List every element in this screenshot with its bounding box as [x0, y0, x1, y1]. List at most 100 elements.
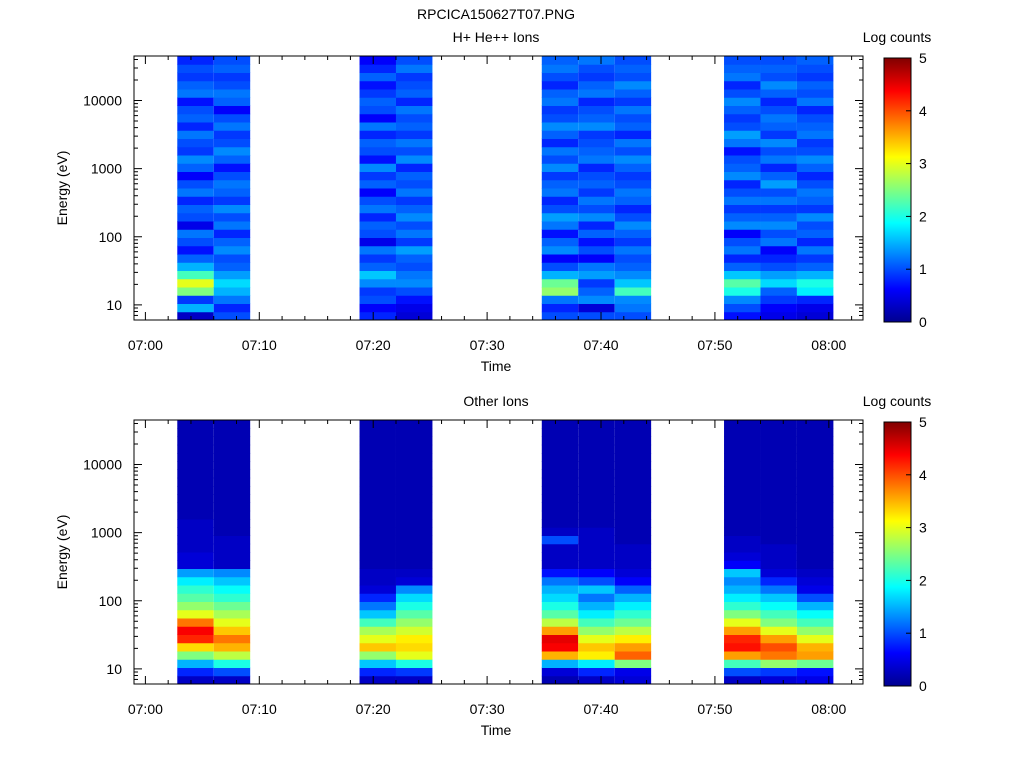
heatmap-cell	[541, 568, 579, 578]
heatmap-cell	[760, 494, 797, 503]
heatmap-cell	[614, 130, 652, 139]
heatmap-cell	[796, 436, 834, 446]
heatmap-cell	[760, 444, 797, 454]
heatmap-cell	[724, 80, 761, 90]
heatmap-cell	[177, 593, 214, 602]
heatmap-cell	[760, 196, 797, 205]
heatmap-cell	[359, 552, 396, 561]
heatmap-cell	[760, 651, 797, 660]
heatmap-cell	[614, 609, 652, 619]
heatmap-cell	[213, 254, 251, 263]
heatmap-cell	[760, 543, 797, 553]
heatmap-cell	[213, 72, 251, 82]
heatmap-cell	[395, 477, 433, 487]
heatmap-cell	[213, 634, 251, 644]
heatmap-cell	[541, 477, 579, 487]
heatmap-cell	[724, 56, 761, 65]
heatmap-cell	[359, 237, 396, 247]
heatmap-cell	[796, 543, 834, 553]
y-axis-label: Energy (eV)	[54, 515, 70, 590]
heatmap-cell	[578, 626, 615, 635]
heatmap-cell	[578, 229, 615, 238]
heatmap-cell	[541, 659, 579, 668]
heatmap-cell	[541, 105, 579, 115]
heatmap-cell	[213, 146, 251, 156]
heatmap-cell	[213, 196, 251, 205]
heatmap-cell	[796, 171, 834, 181]
heatmap-cell	[359, 72, 396, 82]
heatmap-cell	[614, 254, 652, 263]
heatmap-cell	[578, 179, 615, 189]
heatmap-cell	[760, 576, 797, 586]
heatmap-cell	[213, 543, 251, 553]
heatmap-cell	[213, 179, 251, 189]
heatmap-cell	[541, 122, 579, 131]
heatmap-cell	[724, 113, 761, 123]
heatmap-cell	[724, 196, 761, 205]
heatmap-cell	[395, 618, 433, 627]
heatmap-cell	[578, 262, 615, 271]
heatmap-cell	[578, 486, 615, 495]
heatmap-cell	[614, 642, 652, 652]
heatmap-cell	[760, 254, 797, 263]
heatmap-cell	[760, 311, 797, 321]
heatmap-cell	[395, 428, 433, 437]
heatmap-cell	[213, 560, 251, 569]
heatmap-cell	[541, 626, 579, 635]
heatmap-cell	[760, 97, 797, 106]
colorbar-ticks: 0 1 2 3 4 5	[906, 414, 927, 694]
x-tick-label: 07:10	[242, 701, 277, 717]
heatmap-cell	[177, 469, 214, 479]
heatmap-cell	[724, 609, 761, 619]
heatmap-cell	[177, 494, 214, 503]
panel-h-he-ions: H+ He++ Ions Log counts 07:00 07:10 07:20 0…	[54, 29, 931, 374]
heatmap-cell	[760, 122, 797, 131]
heatmap-cell	[177, 585, 214, 594]
heatmap-cell	[724, 155, 761, 164]
heatmap-cell	[724, 229, 761, 238]
panel-title: Other Ions	[463, 393, 528, 409]
heatmap-cell	[359, 130, 396, 139]
heatmap-cell	[796, 56, 834, 65]
heatmap-cell	[213, 229, 251, 238]
heatmap-cell	[213, 461, 251, 470]
heatmap-cell	[578, 675, 615, 685]
heatmap-cell	[177, 601, 214, 611]
heatmap-cell	[541, 188, 579, 197]
heatmap-cell	[395, 89, 433, 98]
heatmap-cell	[213, 212, 251, 222]
heatmap-cell	[614, 237, 652, 247]
heatmap-cell	[796, 221, 834, 230]
heatmap-cell	[760, 221, 797, 230]
heatmap-cell	[578, 278, 615, 288]
heatmap-cell	[796, 122, 834, 131]
heatmap-cell	[724, 552, 761, 561]
heatmap-cell	[177, 436, 214, 446]
heatmap-cell	[760, 204, 797, 214]
heatmap-cell	[796, 254, 834, 263]
heatmap-cell	[359, 138, 396, 148]
colorbar-tick-label: 3	[919, 156, 927, 172]
heatmap-cell	[541, 295, 579, 304]
heatmap-cell	[395, 80, 433, 90]
heatmap-cell	[724, 428, 761, 437]
heatmap-cell	[614, 659, 652, 668]
heatmap-cell	[760, 89, 797, 98]
heatmap-cell	[724, 527, 761, 536]
heatmap-cell	[796, 428, 834, 437]
heatmap-cell	[724, 138, 761, 148]
heatmap-cell	[724, 212, 761, 222]
heatmap-cell	[578, 171, 615, 181]
panel-other-ions: Other Ions Log counts 07:00 07:10 07:20 07:…	[54, 393, 931, 738]
heatmap-cell	[724, 163, 761, 172]
heatmap-cell	[724, 287, 761, 296]
heatmap-cell	[760, 80, 797, 90]
colorbar	[883, 421, 912, 687]
heatmap-cell	[177, 552, 214, 561]
heatmap-cell	[177, 105, 214, 115]
heatmap-cell	[359, 287, 396, 296]
heatmap-cell	[724, 593, 761, 602]
x-tick-label: 07:40	[583, 337, 618, 353]
heatmap-cell	[760, 609, 797, 619]
heatmap-cell	[359, 667, 396, 677]
